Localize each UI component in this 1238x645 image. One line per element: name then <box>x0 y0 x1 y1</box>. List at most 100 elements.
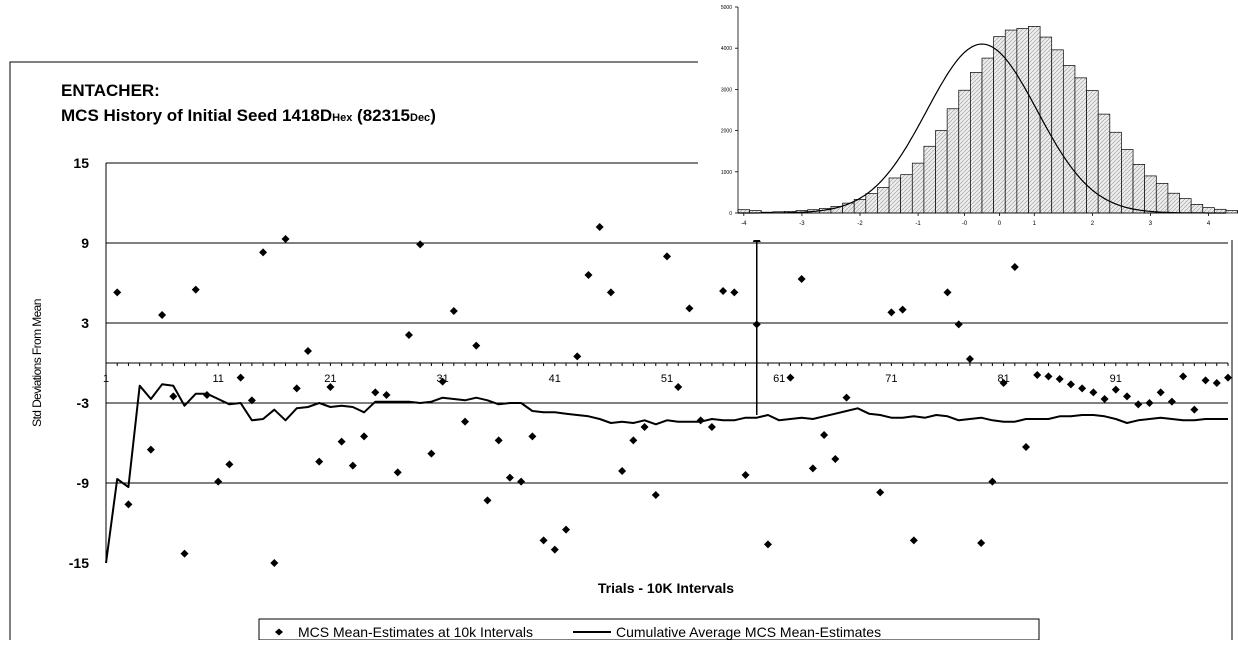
scatter-point-27 <box>427 450 435 458</box>
inset-y-tick-label-3: 3000 <box>721 87 732 93</box>
inset-bar-13 <box>889 178 901 213</box>
inset-x-tick-label-1: -3 <box>799 221 805 227</box>
y-tick-label-2: 3 <box>81 315 89 331</box>
scatter-point-61 <box>820 431 828 439</box>
scatter-point-77 <box>1044 372 1052 380</box>
inset-bar-22 <box>994 37 1006 213</box>
scatter-point-19 <box>338 438 346 446</box>
scatter-point-65 <box>887 308 895 316</box>
inset-bar-37 <box>1168 193 1180 213</box>
scatter-point-59 <box>798 275 806 283</box>
scatter-point-53 <box>719 287 727 295</box>
x-tick-label-0: 1 <box>103 373 109 385</box>
scatter-point-70 <box>966 355 974 363</box>
x-tick-label-6: 61 <box>773 373 785 385</box>
scatter-point-63 <box>843 394 851 402</box>
scatter-point-89 <box>1179 372 1187 380</box>
scatter-point-83 <box>1112 386 1120 394</box>
inset-bar-16 <box>924 146 936 213</box>
scatter-point-54 <box>730 288 738 296</box>
inset-x-tick-label-2: -2 <box>857 221 863 227</box>
scatter-point-44 <box>618 467 626 475</box>
scatter-point-15 <box>293 384 301 392</box>
inset-bar-26 <box>1040 37 1052 213</box>
scatter-point-6 <box>192 286 200 294</box>
scatter-point-68 <box>944 288 952 296</box>
scatter-point-36 <box>528 432 536 440</box>
inset-y-tick-label-4: 4000 <box>721 46 732 52</box>
scatter-point-75 <box>1022 443 1030 451</box>
scatter-point-33 <box>495 436 503 444</box>
scatter-point-25 <box>405 331 413 339</box>
inset-bar-24 <box>1017 28 1029 213</box>
scatter-point-69 <box>955 320 963 328</box>
scatter-point-78 <box>1056 375 1064 383</box>
scatter-point-90 <box>1190 406 1198 414</box>
y-tick-label-5: -15 <box>69 555 89 571</box>
x-tick-label-5: 51 <box>661 373 673 385</box>
inset-y-tick-label-5: 5000 <box>721 5 732 11</box>
scatter-point-52 <box>708 423 716 431</box>
scatter-point-71 <box>977 539 985 547</box>
scatter-point-29 <box>450 307 458 315</box>
scatter-point-49 <box>674 383 682 391</box>
inset-bar-15 <box>912 163 924 213</box>
scatter-point-50 <box>685 304 693 312</box>
scatter-point-72 <box>988 478 996 486</box>
inset-bar-20 <box>970 73 982 213</box>
inset-bar-35 <box>1145 176 1157 213</box>
scatter-point-45 <box>629 436 637 444</box>
y-axis-title: Std Deviations From Mean <box>30 299 44 427</box>
scatter-point-39 <box>562 526 570 534</box>
scatter-point-46 <box>641 423 649 431</box>
scatter-point-55 <box>742 471 750 479</box>
inset-y-tick-label-1: 1000 <box>721 170 732 176</box>
scatter-point-48 <box>663 252 671 260</box>
scatter-point-21 <box>360 432 368 440</box>
scatter-point-22 <box>371 388 379 396</box>
scatter-point-84 <box>1123 392 1131 400</box>
scatter-point-40 <box>573 352 581 360</box>
y-tick-label-1: 9 <box>81 235 89 251</box>
inset-bar-21 <box>982 58 994 213</box>
scatter-point-32 <box>483 496 491 504</box>
cumulative-average-line <box>106 384 1228 563</box>
scatter-point-91 <box>1202 376 1210 384</box>
scatter-point-23 <box>383 391 391 399</box>
scatter-point-24 <box>394 468 402 476</box>
y-tick-label-3: -3 <box>77 395 90 411</box>
inset-bar-25 <box>1028 26 1040 213</box>
scatter-point-34 <box>506 474 514 482</box>
scatter-point-85 <box>1134 400 1142 408</box>
x-axis-title: Trials - 10K Intervals <box>598 580 734 596</box>
x-tick-label-4: 41 <box>549 373 561 385</box>
scatter-point-86 <box>1145 399 1153 407</box>
inset-bar-30 <box>1087 91 1099 213</box>
scatter-point-17 <box>315 458 323 466</box>
scatter-point-43 <box>607 288 615 296</box>
inset-x-tick-label-3: -1 <box>915 221 921 227</box>
scatter-point-20 <box>349 462 357 470</box>
inset-bar-11 <box>866 194 878 213</box>
inset-bar-33 <box>1121 150 1133 213</box>
scatter-point-3 <box>158 311 166 319</box>
scatter-point-5 <box>181 550 189 558</box>
scatter-point-67 <box>910 536 918 544</box>
inset-x-tick-label-0: -4 <box>741 221 747 227</box>
chart-title-line2: MCS History of Initial Seed 1418DHex (82… <box>61 106 436 125</box>
scatter-point-12 <box>259 248 267 256</box>
scatter-point-30 <box>461 418 469 426</box>
x-tick-label-9: 91 <box>1110 373 1122 385</box>
scatter-point-37 <box>540 536 548 544</box>
inset-bar-29 <box>1075 78 1087 213</box>
inset-bar-18 <box>947 109 959 213</box>
scatter-point-41 <box>584 271 592 279</box>
scatter-point-60 <box>809 464 817 472</box>
inset-y-tick-label-2: 2000 <box>721 129 732 135</box>
inset-bar-27 <box>1052 50 1064 213</box>
scatter-point-0 <box>113 288 121 296</box>
scatter-point-80 <box>1078 384 1086 392</box>
inset-bar-12 <box>877 187 889 213</box>
scatter-point-10 <box>237 374 245 382</box>
